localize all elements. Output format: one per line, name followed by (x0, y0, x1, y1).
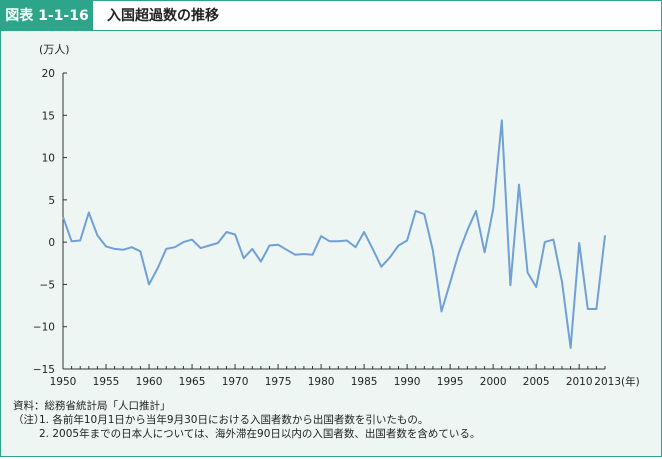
y-tick-label: 20 (42, 68, 55, 80)
x-axis: 1950 1955 1960 1965 1970 1975 1980 1985 1990 1995… (50, 364, 640, 388)
y-tick-label: 0 (48, 237, 55, 249)
source-note: 資料：総務省統計局「人口推計」 (13, 400, 171, 412)
x-tick-label: 1950 (50, 376, 77, 388)
plot-area (62, 119, 606, 349)
x-tick-label: 1995 (437, 376, 464, 388)
y-tick-label: −5 (40, 279, 55, 291)
note-2-text: 2. 2005年までの日本人については、海外滞在90日以内の入国者数、出国者数を… (39, 428, 481, 440)
x-tick-label: 1975 (265, 376, 292, 388)
x-tick-label: 1980 (308, 376, 335, 388)
y-axis: 20 15 10 5 0 −5 −10 −15 (33, 68, 67, 376)
note-2: 2. 2005年までの日本人については、海外滞在90日以内の入国者数、出国者数を… (13, 427, 653, 441)
series-line (62, 119, 606, 349)
note-1: （注）1. 各前年10月1日から当年9月30日における入国者数から出国者数を引い… (13, 413, 653, 427)
notes-block: 資料：総務省統計局「人口推計」 （注）1. 各前年10月1日から当年9月30日に… (13, 399, 653, 441)
figure-header: 図表 1-1-16 入国超過数の推移 (1, 1, 661, 31)
x-tick-label: 2000 (480, 376, 507, 388)
x-tick-label: 1990 (394, 376, 421, 388)
y-unit-label: (万人) (39, 43, 70, 56)
x-tick-label: 1985 (351, 376, 378, 388)
figure-title: 入国超過数の推移 (107, 8, 219, 24)
chart-area: (万人) 20 15 10 5 0 −5 −10 −15 1950 1955 1960 1965 19… (1, 31, 661, 456)
x-tick-label: 1955 (93, 376, 120, 388)
x-tick-label: 2005 (523, 376, 550, 388)
y-tick-label: 5 (48, 195, 55, 207)
x-end-label: 2013(年) (594, 375, 639, 388)
y-tick-label: 10 (42, 153, 55, 165)
y-tick-label: −10 (33, 322, 55, 334)
note-1-text: 1. 各前年10月1日から当年9月30日における入国者数から出国者数を引いたもの… (39, 414, 429, 426)
y-tick-label: −15 (33, 364, 55, 376)
x-tick-label: 2010 (566, 376, 593, 388)
y-tick-label: 15 (42, 110, 55, 122)
x-tick-label: 1970 (222, 376, 249, 388)
figure-label: 図表 1-1-16 (1, 1, 93, 31)
x-tick-label: 1960 (136, 376, 163, 388)
x-tick-label: 1965 (179, 376, 206, 388)
header-divider (1, 30, 661, 31)
note-lead: （注） (13, 414, 45, 426)
